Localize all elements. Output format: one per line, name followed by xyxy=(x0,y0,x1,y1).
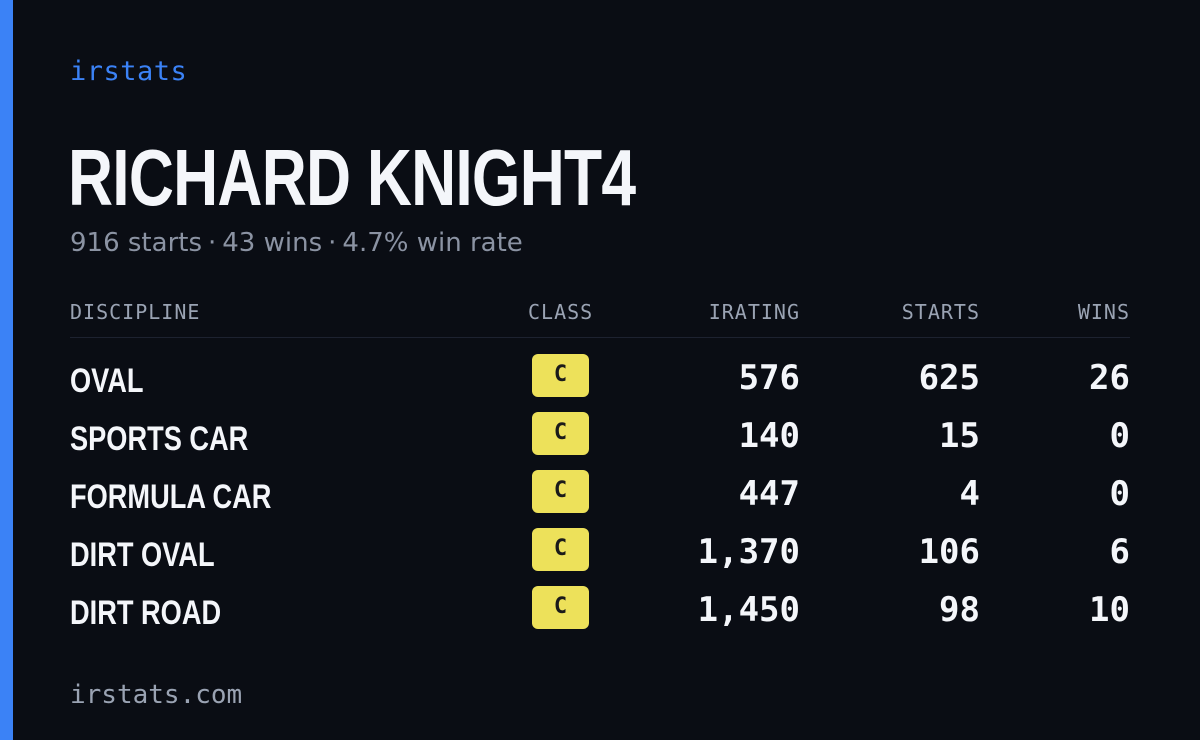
irating-value: 1,370 xyxy=(697,532,800,572)
wins-value: 0 xyxy=(1109,416,1130,456)
class-badge: C xyxy=(532,354,589,397)
discipline-name: DIRT OVAL xyxy=(70,536,215,574)
header-irating: IRATING xyxy=(708,300,800,324)
table-row: DIRT OVAL C 1,370 106 6 xyxy=(70,526,1130,584)
header-wins: WINS xyxy=(1077,300,1130,324)
total-wins: 43 wins xyxy=(222,228,323,258)
table-row: OVAL C 576 625 26 xyxy=(70,352,1130,410)
wins-value: 10 xyxy=(1089,590,1130,630)
irating-value: 1,450 xyxy=(697,590,800,630)
driver-summary: 916 starts · 43 wins · 4.7% win rate xyxy=(70,228,523,258)
discipline-name: DIRT ROAD xyxy=(70,594,222,632)
class-badge: C xyxy=(532,470,589,513)
total-starts: 916 starts xyxy=(70,228,202,258)
separator: · xyxy=(208,228,217,258)
table-row: SPORTS CAR C 140 15 0 xyxy=(70,410,1130,468)
table-row: FORMULA CAR C 447 4 0 xyxy=(70,468,1130,526)
discipline-name: FORMULA CAR xyxy=(70,478,272,516)
class-badge: C xyxy=(532,586,589,629)
class-badge: C xyxy=(532,528,589,571)
starts-value: 98 xyxy=(939,590,980,630)
irating-value: 576 xyxy=(738,358,800,398)
wins-value: 26 xyxy=(1089,358,1130,398)
wins-value: 6 xyxy=(1109,532,1130,572)
starts-value: 4 xyxy=(959,474,980,514)
class-badge: C xyxy=(532,412,589,455)
irating-value: 140 xyxy=(738,416,800,456)
header-discipline: DISCIPLINE xyxy=(70,300,201,324)
header-starts: STARTS xyxy=(901,300,980,324)
irating-value: 447 xyxy=(738,474,800,514)
separator: · xyxy=(328,228,337,258)
brand-logo[interactable]: irstats xyxy=(70,56,188,87)
starts-value: 106 xyxy=(918,532,980,572)
wins-value: 0 xyxy=(1109,474,1130,514)
discipline-name: OVAL xyxy=(70,362,144,400)
footer-url[interactable]: irstats.com xyxy=(70,680,243,710)
table-header: DISCIPLINE CLASS IRATING STARTS WINS xyxy=(70,300,1130,338)
starts-value: 15 xyxy=(939,416,980,456)
starts-value: 625 xyxy=(918,358,980,398)
accent-bar xyxy=(0,0,13,740)
driver-name: RICHARD KNIGHT4 xyxy=(68,133,636,222)
header-class: CLASS xyxy=(528,300,594,324)
win-rate: 4.7% win rate xyxy=(342,228,523,258)
discipline-table: OVAL C 576 625 26 SPORTS CAR C 140 15 0 … xyxy=(70,352,1130,642)
discipline-name: SPORTS CAR xyxy=(70,420,249,458)
table-row: DIRT ROAD C 1,450 98 10 xyxy=(70,584,1130,642)
